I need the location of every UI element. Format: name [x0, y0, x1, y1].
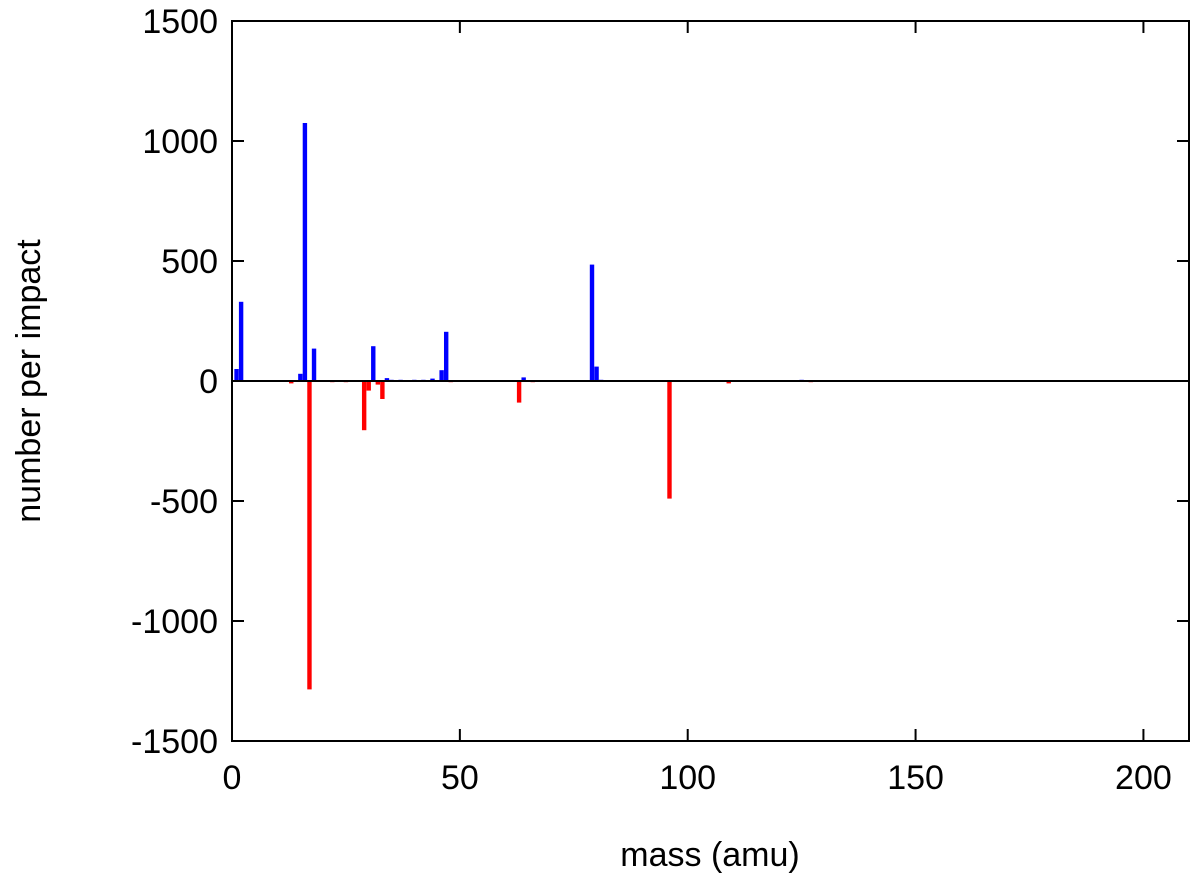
y-tick-label-1500: 1500 — [142, 3, 218, 41]
y-tick-label--500: -500 — [150, 483, 218, 521]
bar-series-1-44 — [430, 378, 435, 381]
bar-series-2-33 — [380, 381, 385, 399]
bar-series-1-80 — [594, 366, 599, 381]
bar-series-1-64 — [521, 377, 526, 381]
x-tick-label-200: 200 — [1115, 759, 1172, 797]
bar-series-1-34 — [384, 378, 390, 381]
x-tick-label-150: 150 — [887, 759, 944, 797]
bar-series-2-109 — [726, 381, 731, 384]
bar-series-2-13 — [289, 381, 294, 384]
bar-series-1-16 — [302, 123, 308, 381]
bar-series-2-32 — [375, 381, 381, 385]
y-tick-label-500: 500 — [161, 243, 218, 281]
bar-series-1-2 — [238, 301, 244, 381]
y-tick-label-1000: 1000 — [142, 123, 218, 161]
y-tick-label--1500: -1500 — [131, 723, 218, 761]
bar-series-1-18 — [311, 348, 317, 381]
bar-series-2-29 — [361, 381, 367, 431]
y-axis-title: number per impact — [10, 239, 48, 523]
bar-series-1-31 — [371, 346, 376, 381]
bar-series-2-96 — [667, 381, 672, 499]
bar-series-1-47 — [443, 331, 449, 381]
x-tick-label-100: 100 — [659, 759, 716, 797]
ticks-layer: -1500 -1000 -500 0 500 1000 1500 0 50 100 150 200 — [131, 3, 1189, 797]
bars-layer — [234, 123, 950, 690]
bar-series-1-15 — [298, 373, 303, 381]
bar-series-2-63 — [516, 381, 522, 403]
bar-series-1-1 — [234, 369, 239, 381]
y-tick-label--1000: -1000 — [131, 603, 218, 641]
bar-series-2-30 — [366, 381, 371, 391]
x-axis-title: mass (amu) — [620, 836, 799, 874]
x-tick-label-0: 0 — [223, 759, 242, 797]
y-tick-label-0: 0 — [199, 363, 218, 401]
bar-series-1-79 — [589, 264, 595, 381]
bar-series-1-46 — [439, 370, 444, 381]
x-tick-label-50: 50 — [441, 759, 479, 797]
bar-series-2-17 — [307, 381, 312, 690]
